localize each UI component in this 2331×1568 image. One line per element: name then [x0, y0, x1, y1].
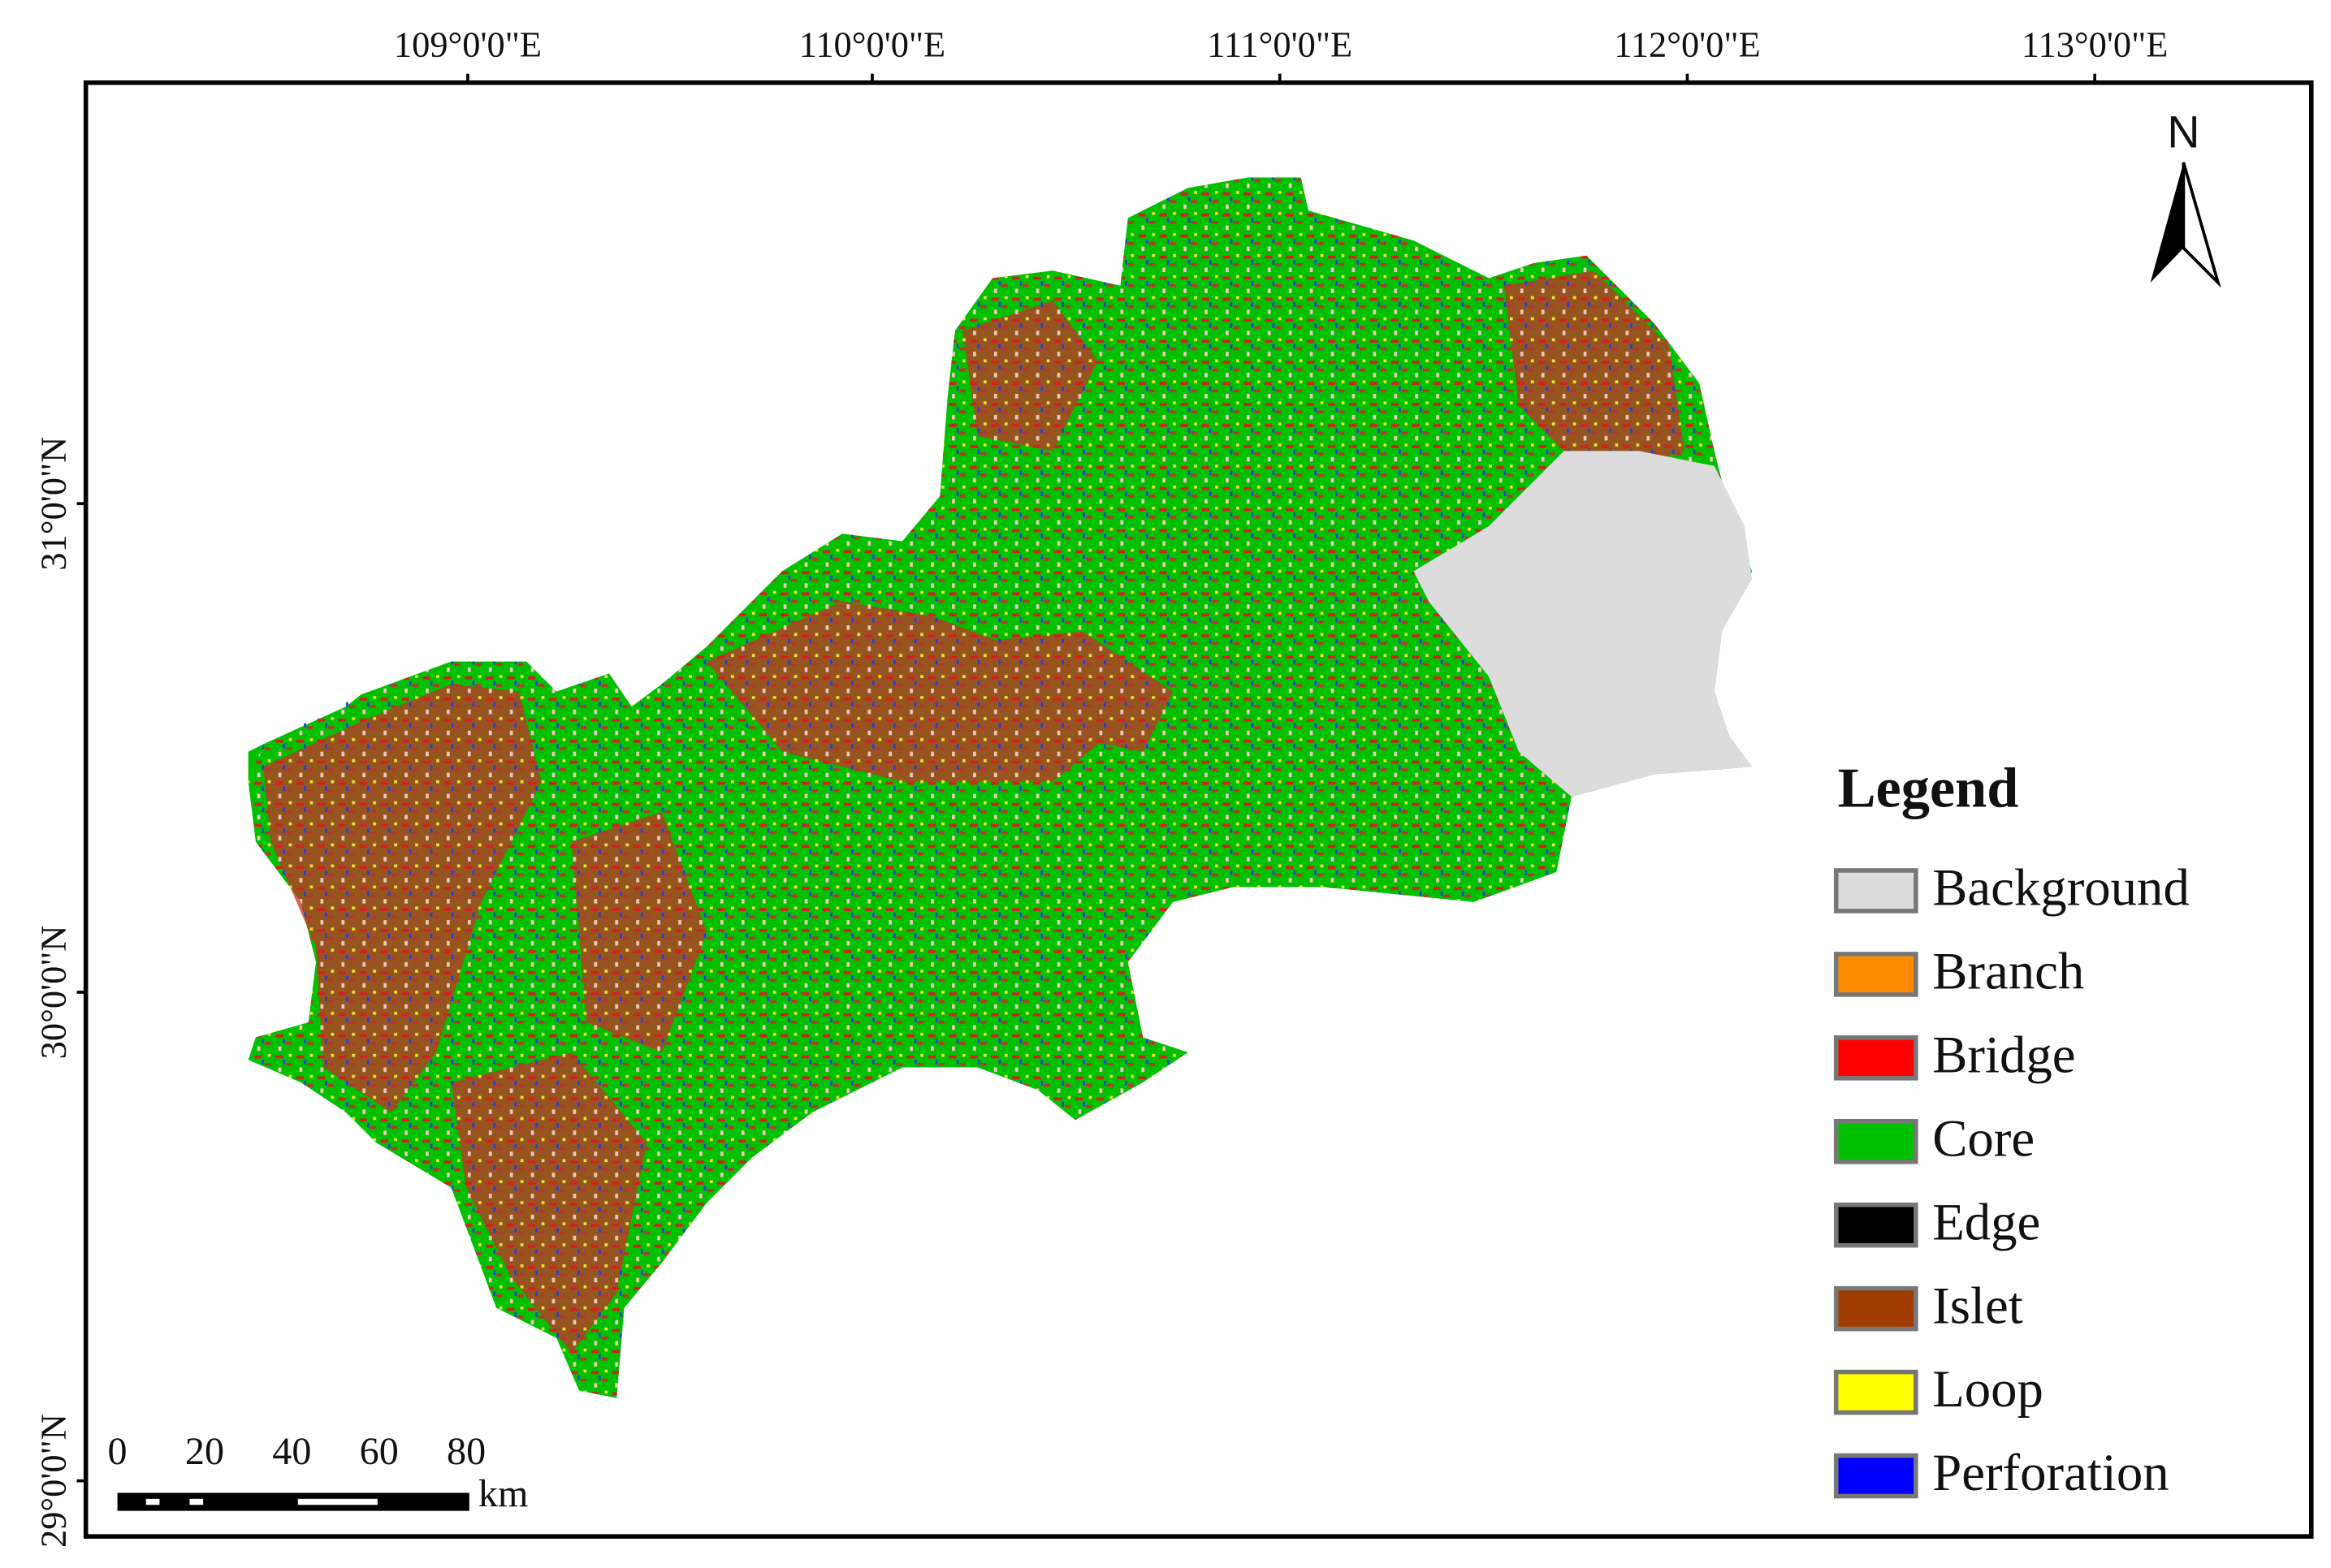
legend-swatch	[1833, 1285, 1918, 1332]
north-arrow: N	[2150, 106, 2221, 288]
legend-label: Branch	[1932, 943, 2084, 1001]
scale-label: 80	[447, 1430, 486, 1473]
longitude-label: 113°0'0"E	[2022, 24, 2168, 64]
legend-label: Core	[1932, 1109, 2035, 1168]
longitude-label: 112°0'0"E	[1614, 24, 1760, 64]
longitude-label: 110°0'0"E	[799, 24, 945, 64]
study-area	[248, 177, 1753, 1398]
latitude-label: 30°0'0"N	[33, 926, 74, 1060]
scale-label: 40	[272, 1430, 311, 1473]
legend-label: Bridge	[1932, 1026, 2075, 1084]
legend-swatch	[1833, 952, 1918, 997]
landscape-texture	[248, 177, 1753, 1398]
legend-swatch	[1833, 868, 1918, 914]
legend-label: Islet	[1932, 1276, 2023, 1335]
longitude-label: 111°0'0"E	[1207, 24, 1352, 64]
north-label: N	[2167, 106, 2199, 157]
latitude-label: 29°0'0"N	[33, 1414, 74, 1548]
latitude-label: 31°0'0"N	[33, 437, 74, 571]
legend-swatch	[1833, 1118, 1918, 1164]
legend-swatch	[1833, 1035, 1918, 1081]
legend-swatch	[1833, 1369, 1918, 1415]
legend-swatch	[1833, 1453, 1918, 1499]
scale-unit: km	[478, 1472, 529, 1515]
legend-title: Legend	[1838, 757, 2019, 820]
legend-label: Background	[1932, 859, 2190, 918]
legend-label: Loop	[1932, 1360, 2043, 1419]
scale-bar	[117, 1492, 469, 1511]
background-area	[1413, 451, 1753, 797]
longitude-label: 109°0'0"E	[394, 24, 542, 64]
legend-swatch	[1833, 1202, 1918, 1248]
scale-label: 0	[108, 1430, 128, 1473]
legend-label: Edge	[1932, 1193, 2040, 1251]
legend-label: Perforation	[1932, 1444, 2169, 1502]
scale-label: 60	[360, 1430, 399, 1473]
scale-label: 20	[185, 1430, 224, 1473]
